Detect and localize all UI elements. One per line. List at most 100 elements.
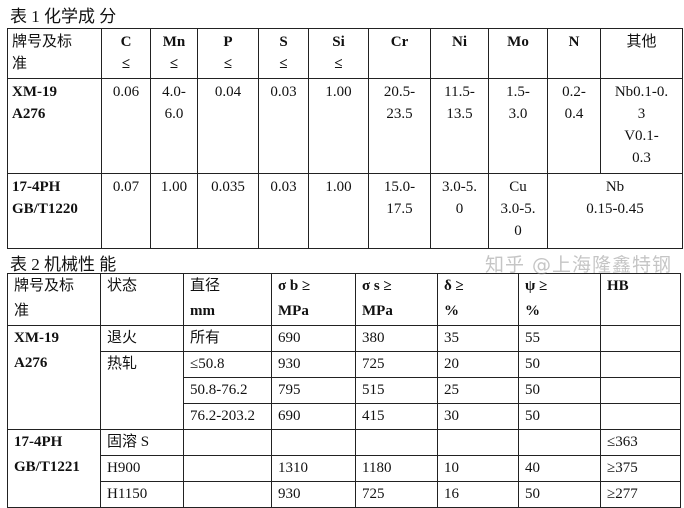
table-cell: 25: [437, 377, 519, 404]
cell-text: 10: [444, 460, 459, 476]
cell-text: ≤: [169, 56, 179, 72]
table-cell: 固溶 S: [100, 429, 184, 456]
cell-text: ≤: [334, 56, 343, 72]
cell-text: 11.5- 13.5: [444, 84, 475, 122]
cell-text: 0.07: [112, 179, 140, 195]
cell-text: Mo: [507, 34, 529, 50]
table-cell: 15.0- 17.5: [368, 173, 431, 249]
cell-text: C: [120, 34, 132, 50]
cell-text: ≥277: [607, 486, 638, 502]
mechanical-properties-table: 牌号及标准状态 直径 mm σ b ≥ MPa σ s ≥ MPa δ ≥% ψ ≥% HB XM-…: [7, 273, 681, 508]
cell-text: Nb0.1-0. 3 V0.1- 0.3: [614, 84, 669, 166]
table-cell: 牌号及标准: [7, 28, 102, 79]
cell-text: 50: [525, 408, 540, 424]
cell-text: 25: [444, 382, 459, 398]
table-cell: 415: [355, 403, 438, 430]
table-cell: 725: [355, 351, 438, 378]
table-cell: 3.0-5. 0: [430, 173, 489, 249]
table-cell: H1150: [100, 481, 184, 508]
cell-text: 55: [525, 330, 540, 346]
table-cell: ≤363: [600, 429, 681, 456]
chemical-composition-table: 牌号及标准 C ≤ Mn ≤ P ≤ S ≤ Si ≤ Cr Ni Mo N 其他 XM-19 A276 0.06 4…: [7, 28, 683, 249]
cell-text: Nb 0.15-0.45: [586, 179, 644, 217]
table-cell: [437, 429, 519, 456]
table-row: 热轧 ≤50.8 930 725 20 50: [8, 351, 681, 430]
table-cell: 55: [518, 325, 601, 352]
cell-text: A276: [12, 106, 46, 122]
table-cell: 17-4PH GB/T1221: [7, 429, 101, 508]
cell-text: 直径: [190, 278, 221, 294]
table-cell: 50: [518, 403, 601, 430]
table-row: XM-19 A276 0.06 4.0- 6.0 0.04 0.03 1.00 20.5- 2…: [7, 78, 683, 174]
cell-text: XM-19: [12, 84, 57, 100]
table-cell: 状态: [100, 273, 184, 326]
cell-text: 380: [362, 330, 385, 346]
cell-text: 准: [14, 303, 30, 319]
table-cell: 0.04: [197, 78, 259, 174]
cell-text: 1.00: [160, 179, 188, 195]
cell-text: 1310: [278, 460, 308, 476]
table-cell: C ≤: [101, 28, 151, 79]
table-cell: 515: [355, 377, 438, 404]
table-cell: 0.2- 0.4: [547, 78, 601, 174]
cell-text: 其他: [626, 34, 657, 50]
table-cell: 1180: [355, 455, 438, 482]
table-cell: 所有: [183, 325, 272, 352]
table-cell: 50: [518, 351, 601, 378]
cell-text: MPa: [362, 303, 393, 319]
cell-text: 40: [525, 460, 540, 476]
table-cell: 其他: [600, 28, 683, 79]
cell-text: 1.5- 3.0: [506, 84, 530, 122]
cell-text: 725: [362, 356, 385, 372]
cell-text: %: [444, 303, 459, 319]
cell-text: 50: [525, 356, 540, 372]
table-cell: [600, 377, 681, 404]
table-cell: 20: [437, 351, 519, 378]
cell-text: N: [568, 34, 580, 50]
cell-text: GB/T1220: [12, 201, 78, 217]
table-cell: 930: [271, 481, 356, 508]
cell-text: 20: [444, 356, 459, 372]
cell-text: 退火: [107, 330, 138, 346]
cell-text: 76.2-203.2: [190, 408, 255, 424]
cell-text: 热轧: [107, 356, 138, 372]
table-cell: 690: [271, 403, 356, 430]
cell-text: 415: [362, 408, 385, 424]
cell-text: %: [525, 303, 540, 319]
table-cell: 50.8-76.2: [183, 377, 272, 404]
cell-text: 0.03: [270, 179, 297, 195]
cell-text: 3.0-5. 0: [442, 179, 477, 217]
header-row: 牌号及标准 C ≤ Mn ≤ P ≤ S ≤ Si ≤ Cr Ni Mo N 其他: [7, 28, 683, 79]
table-cell: [600, 403, 681, 430]
cell-text: 35: [444, 330, 459, 346]
cell-text: XM-19: [14, 330, 59, 346]
table-cell: P ≤: [197, 28, 259, 79]
table-cell: 795: [271, 377, 356, 404]
table-cell: 4.0- 6.0: [150, 78, 198, 174]
table-cell: XM-19 A276: [7, 78, 102, 174]
table-cell: H900: [100, 455, 184, 482]
table-cell: 牌号及标准: [7, 273, 101, 326]
cell-text: 930: [278, 486, 301, 502]
cell-text: ≤: [121, 56, 131, 72]
table-cell: 50: [518, 377, 601, 404]
table-cell: ψ ≥%: [518, 273, 601, 326]
cell-text: 固溶 S: [107, 434, 150, 450]
table-row: 17-4PH GB/T1220 0.07 1.00 0.035 0.03 1.00 15.0-…: [7, 173, 683, 249]
cell-text: σ s ≥: [362, 278, 392, 294]
cell-text: 690: [278, 330, 301, 346]
cell-text: ≤363: [607, 434, 638, 450]
table-row: H900 1310 1180 10 40 ≥375: [8, 455, 681, 482]
table-cell: [355, 429, 438, 456]
cell-text: 930: [278, 356, 301, 372]
table-row: 76.2-203.2 690 415 30 50: [8, 403, 681, 430]
table-cell: Si ≤: [308, 28, 369, 79]
table-cell: σ s ≥ MPa: [355, 273, 438, 326]
cell-text: 4.0- 6.0: [162, 84, 186, 122]
cell-text: 16: [444, 486, 459, 502]
table-cell: 50: [518, 481, 601, 508]
cell-text: ψ ≥: [525, 278, 548, 294]
cell-text: Si: [332, 34, 345, 50]
cell-text: Mn: [162, 34, 186, 50]
table-cell: [600, 325, 681, 352]
